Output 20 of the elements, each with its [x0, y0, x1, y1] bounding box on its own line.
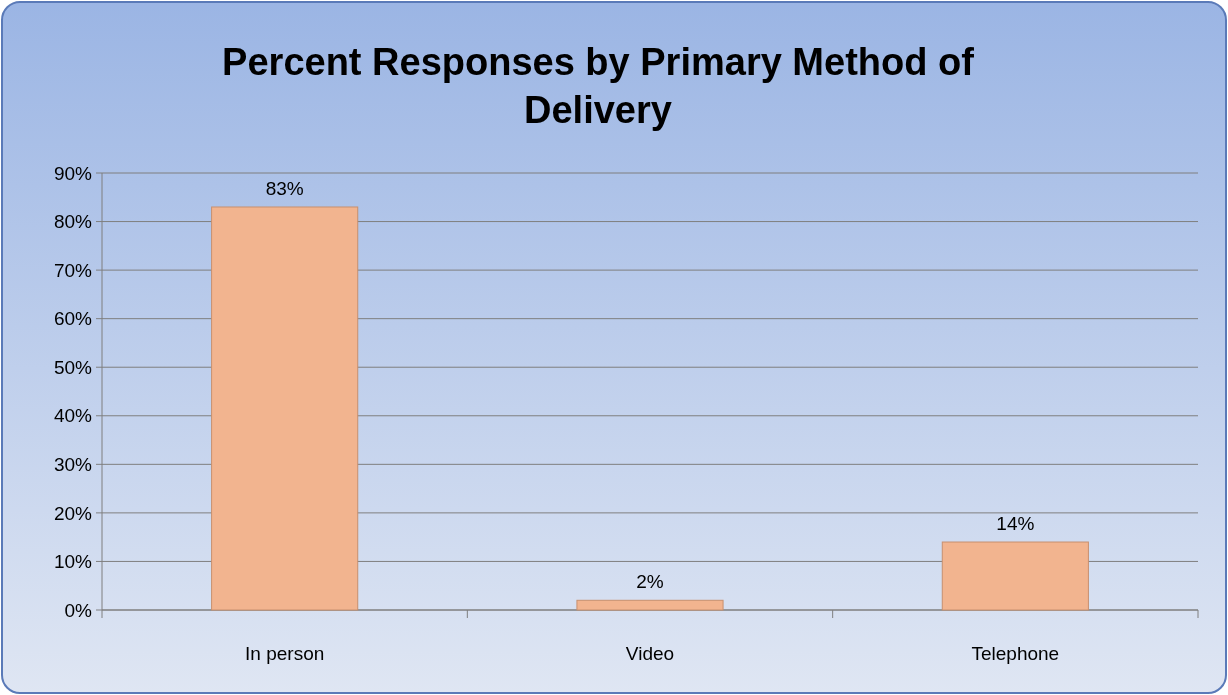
chart-title: Percent Responses by Primary Method of Delivery: [222, 41, 975, 131]
y-tick-label: 90%: [53, 162, 93, 184]
y-tick-label: 70%: [53, 259, 93, 281]
x-tick-label: Video: [625, 643, 675, 664]
bar: [211, 206, 359, 611]
x-tick-label: In person: [245, 643, 325, 664]
data-label: 14%: [996, 513, 1035, 535]
y-tick-label: 60%: [53, 308, 93, 330]
data-label: 83%: [265, 177, 304, 199]
x-tick-label: Telephone: [971, 643, 1060, 664]
bar: [576, 599, 724, 611]
y-tick-label: 20%: [53, 502, 93, 524]
y-tick-label: 50%: [53, 356, 93, 378]
y-tick-label: 0%: [64, 599, 93, 621]
bar: [941, 541, 1089, 611]
y-tick-label: 80%: [53, 211, 93, 233]
data-label: 2%: [636, 571, 664, 593]
y-tick-label: 10%: [53, 551, 93, 573]
y-tick-label: 40%: [53, 405, 93, 427]
y-tick-label: 30%: [53, 453, 93, 475]
